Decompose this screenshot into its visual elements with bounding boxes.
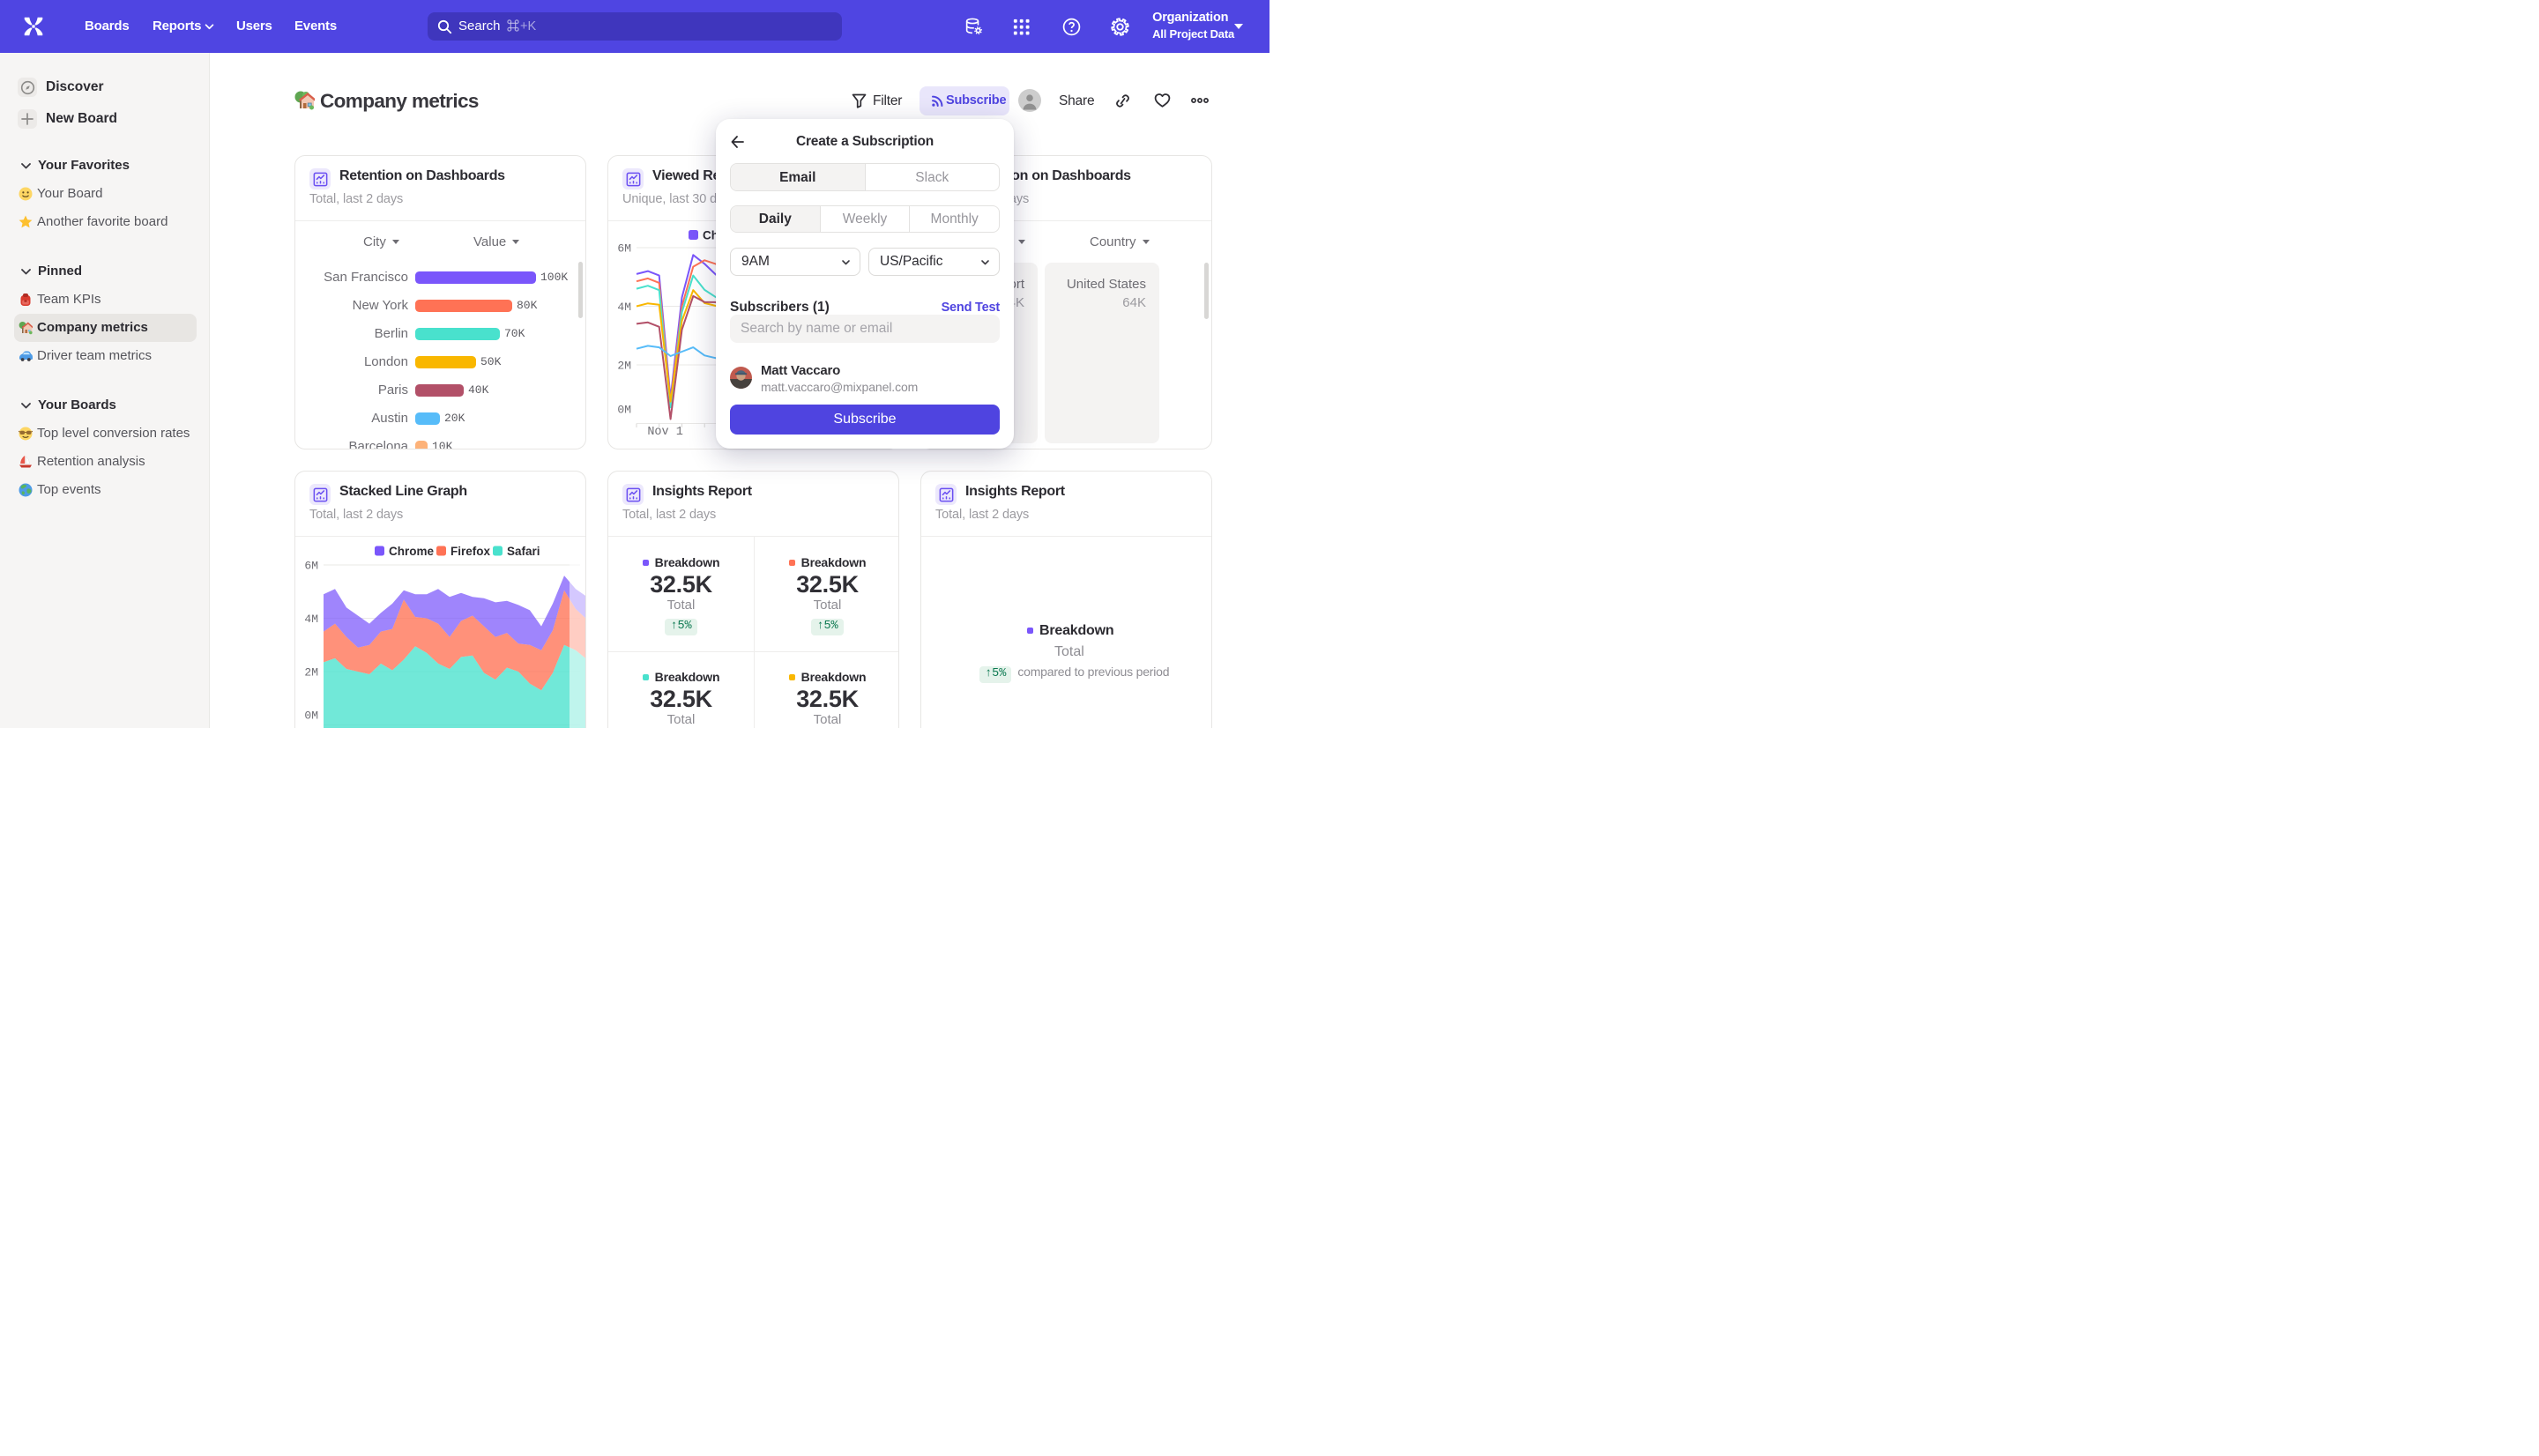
svg-text:6M: 6M — [617, 242, 631, 256]
svg-text:0M: 0M — [617, 404, 631, 417]
svg-text:Chrome: Chrome — [389, 545, 434, 558]
svg-text:0M: 0M — [304, 709, 318, 723]
svg-text:Nov 1: Nov 1 — [647, 426, 683, 439]
svg-text:4M: 4M — [304, 613, 318, 626]
svg-text:4M: 4M — [617, 301, 631, 314]
svg-text:6M: 6M — [304, 560, 318, 573]
svg-text:Safari: Safari — [507, 545, 540, 558]
svg-text:2M: 2M — [304, 666, 318, 680]
svg-text:2M: 2M — [617, 360, 631, 373]
svg-text:Firefox: Firefox — [450, 545, 491, 558]
